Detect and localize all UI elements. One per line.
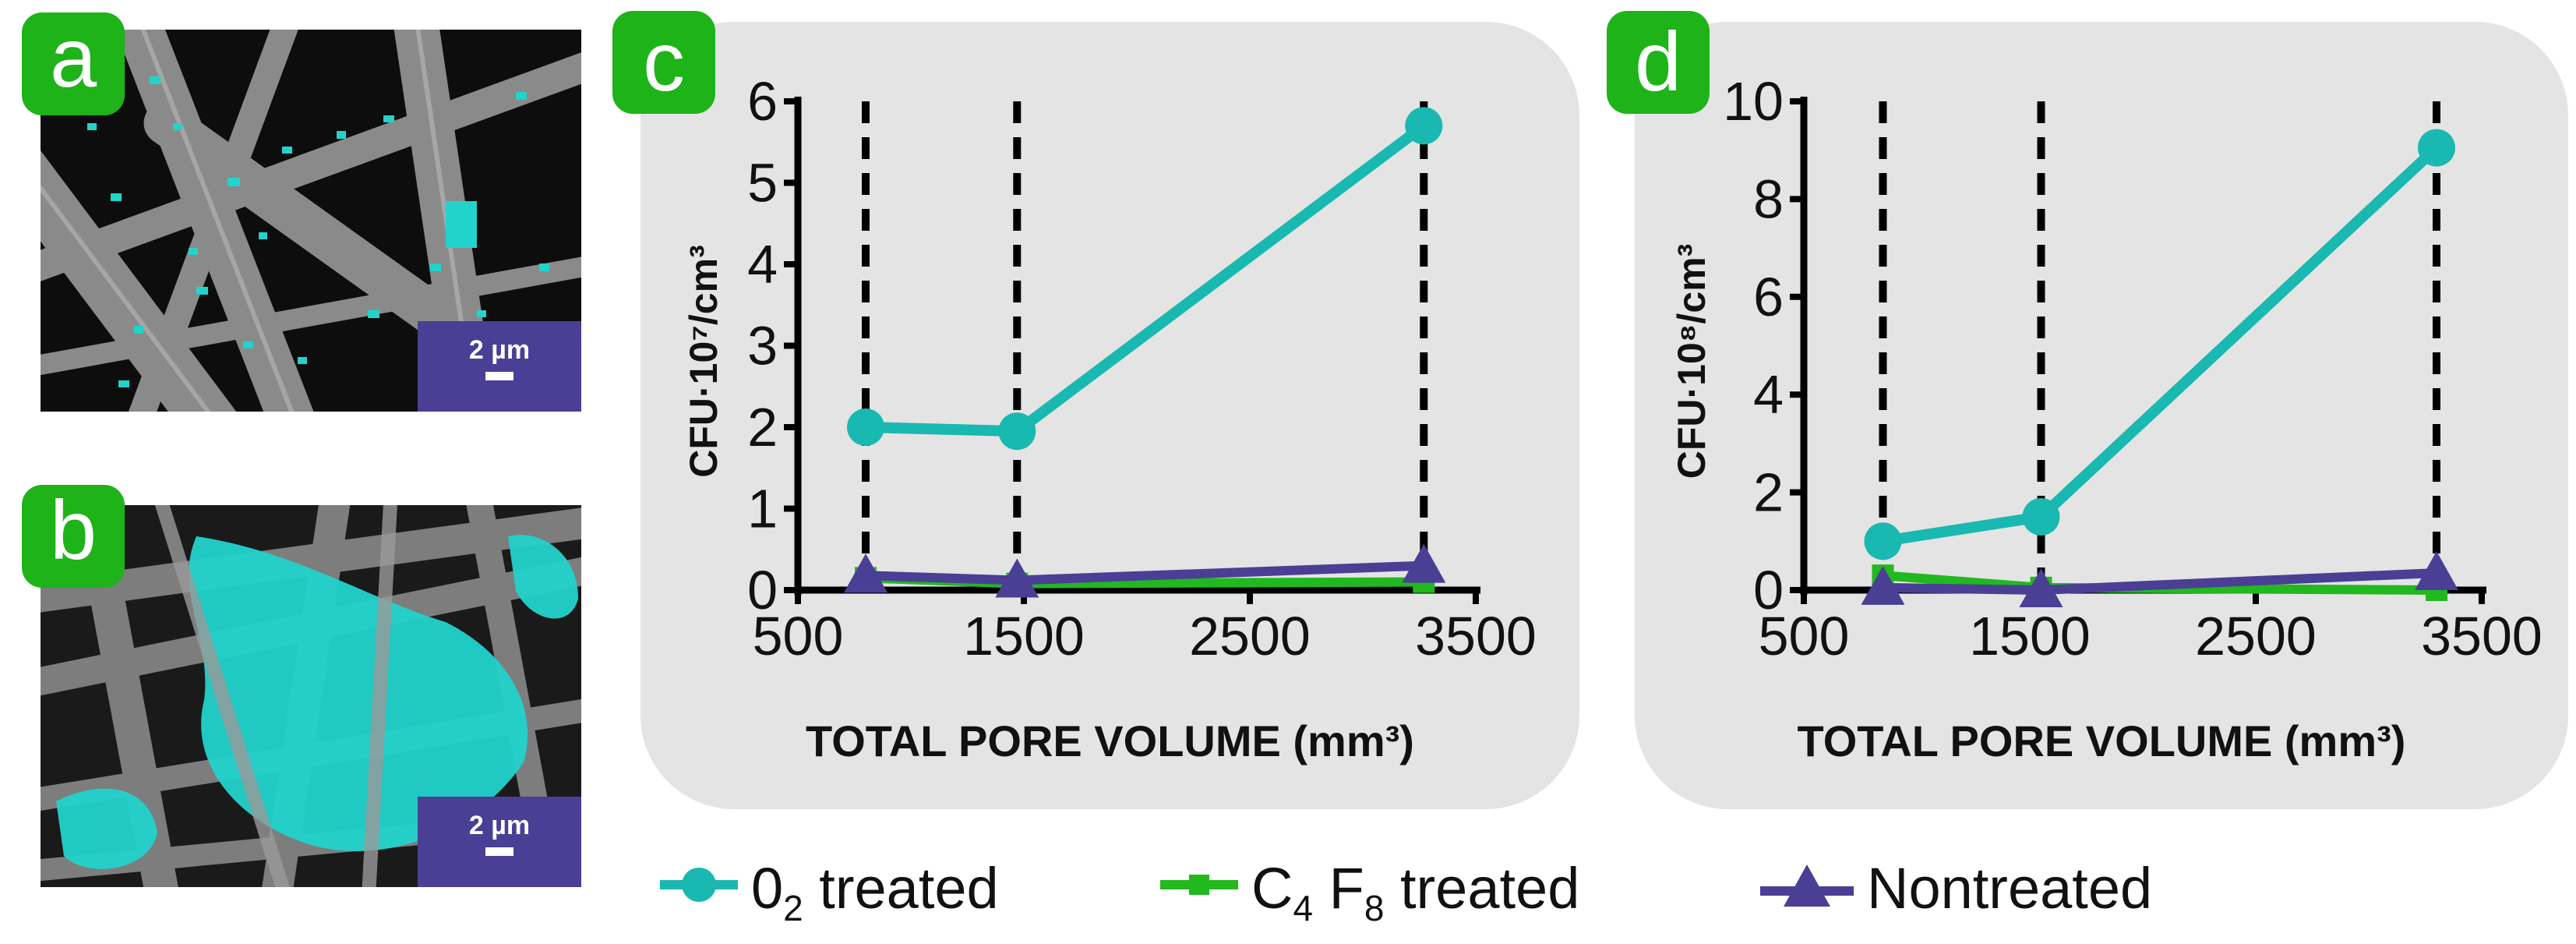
sem-image-a: 2 µm <box>41 30 581 412</box>
scale-bar-label: 2 µm <box>468 811 531 840</box>
chart-c: 0 1 2 3 4 5 6 500 1500 2500 3500 CFU·10⁷/cm³ TOTAL P… <box>612 11 1579 809</box>
legend-o2: 02 treated <box>656 846 1061 928</box>
chart-background <box>1635 22 2568 809</box>
x-tick-label: 3500 <box>1415 606 1537 666</box>
y-tick-label: 2 <box>747 397 778 458</box>
legend-nontreated-label: Nontreated <box>1867 856 2153 921</box>
data-point-nontreated <box>995 558 1039 598</box>
x-axis-title: TOTAL PORE VOLUME (mm³) <box>1798 716 2406 765</box>
panel-label-c: c <box>643 14 685 108</box>
legend-c4f8: C4 F8 treated <box>1156 846 1655 928</box>
scale-bar-line <box>485 372 513 380</box>
x-tick-label: 2500 <box>2195 606 2317 666</box>
x-tick-label: 500 <box>753 606 844 666</box>
y-tick-label: 0 <box>1753 560 1784 620</box>
y-tick-label: 8 <box>1753 168 1784 229</box>
y-tick-label: 3 <box>747 316 778 377</box>
panel-label-a: a <box>22 12 125 115</box>
scale-bar: 2 µm <box>418 797 581 887</box>
legend-nontreated-marker <box>1760 864 1854 907</box>
x-tick-label: 2500 <box>1189 606 1311 666</box>
y-tick-label: 6 <box>747 71 778 132</box>
legend-o2-label: 02 treated <box>751 856 999 928</box>
panel-label-d: d <box>1635 14 1681 108</box>
data-point-nontreated <box>2019 568 2063 607</box>
x-tick-label: 3500 <box>2421 606 2542 666</box>
panel-label-c-box <box>612 11 715 114</box>
y-tick-label: 4 <box>747 234 778 295</box>
x-axis-title: TOTAL PORE VOLUME (mm³) <box>806 716 1414 765</box>
panel-label-b: b <box>22 485 125 588</box>
x-tick-label: 1500 <box>963 606 1085 666</box>
data-point-o2 <box>1405 107 1443 145</box>
y-tick-label: 0 <box>747 560 778 620</box>
sem-image-b: 2 µm <box>41 505 581 887</box>
legend-o2-marker <box>660 868 738 902</box>
fiber-micrograph-a <box>41 30 581 412</box>
y-tick-label: 10 <box>1723 71 1784 132</box>
y-tick-label: 2 <box>1753 462 1784 523</box>
legend-c4f8-marker <box>1160 875 1238 895</box>
y-tick-label: 5 <box>747 153 778 214</box>
x-tick-label: 500 <box>1759 606 1850 666</box>
data-point-o2 <box>1864 522 1902 560</box>
scale-bar: 2 µm <box>418 321 581 412</box>
data-point-o2 <box>2022 497 2060 536</box>
data-point-o2 <box>847 408 884 446</box>
chart-d: 0 2 4 6 8 10 500 1500 2500 3500 CFU·10⁸/cm³ TOTAL P… <box>1607 11 2568 809</box>
data-point-nontreated <box>2415 551 2458 591</box>
x-tick-label: 1500 <box>1969 606 2091 666</box>
y-axis-title: CFU·10⁷/cm³ <box>682 245 725 477</box>
panel-label-d-box <box>1607 11 1710 114</box>
y-tick-label: 6 <box>1753 267 1784 327</box>
y-tick-label: 1 <box>747 479 778 539</box>
data-point-nontreated <box>844 553 887 593</box>
data-point-o2 <box>2418 129 2455 167</box>
data-point-o2 <box>998 412 1036 451</box>
scale-bar-label: 2 µm <box>468 335 531 365</box>
legend-nontreated: Nontreated <box>1756 846 2239 924</box>
data-point-nontreated <box>1861 565 1905 605</box>
scale-bar-line <box>485 847 513 856</box>
y-tick-label: 4 <box>1753 364 1784 425</box>
y-axis-title: CFU·10⁸/cm³ <box>1670 244 1713 479</box>
legend-c4f8-label: C4 F8 treated <box>1251 856 1580 928</box>
data-point-nontreated <box>1402 543 1446 583</box>
chart-background <box>640 22 1579 809</box>
